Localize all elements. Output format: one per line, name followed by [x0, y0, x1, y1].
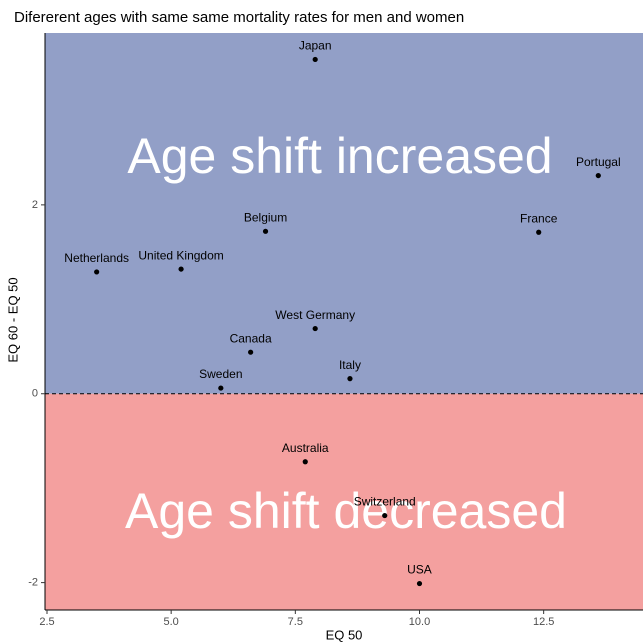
- point-label: United Kingdom: [138, 248, 223, 262]
- region-above: [45, 33, 643, 394]
- x-axis-title: EQ 50: [326, 627, 363, 642]
- y-tick-label: 0: [32, 388, 38, 400]
- x-tick-label: 12.5: [533, 616, 554, 628]
- point: [262, 228, 269, 234]
- y-axis-title: EQ 60 - EQ 50: [5, 277, 20, 362]
- point-label: USA: [407, 563, 432, 577]
- annotation: Age shift increased: [127, 128, 552, 184]
- point-label: Australia: [282, 441, 329, 455]
- point-label: Italy: [339, 358, 361, 372]
- x-tick-label: 10.0: [409, 616, 430, 628]
- annotation: Age shift decreased: [125, 483, 567, 539]
- point: [248, 349, 254, 355]
- point: [536, 229, 542, 235]
- region-below: [45, 393, 643, 610]
- x-tick-label: 2.5: [39, 616, 54, 628]
- point: [347, 376, 353, 382]
- y-tick-label: 2: [32, 199, 38, 211]
- y-tick-label: -2: [28, 577, 38, 589]
- point: [218, 385, 224, 391]
- point-label: Switzerland: [354, 495, 416, 509]
- point: [94, 269, 100, 275]
- x-tick-label: 5.0: [164, 616, 179, 628]
- point-label: Japan: [299, 39, 332, 53]
- point: [382, 512, 388, 519]
- point: [312, 56, 318, 63]
- point-label: West Germany: [275, 308, 355, 322]
- point: [178, 266, 184, 272]
- point-label: Belgium: [244, 210, 287, 224]
- x-tick-label: 7.5: [288, 616, 303, 628]
- point-label: Canada: [230, 331, 272, 345]
- point: [595, 172, 601, 179]
- point: [416, 580, 423, 587]
- point: [312, 325, 318, 332]
- chart-title: Difererent ages with same same mortality…: [14, 9, 464, 26]
- point-label: Netherlands: [64, 251, 129, 265]
- point-label: Sweden: [199, 367, 242, 381]
- point-label: Portugal: [576, 155, 621, 169]
- point: [302, 459, 308, 465]
- point-label: France: [520, 211, 558, 225]
